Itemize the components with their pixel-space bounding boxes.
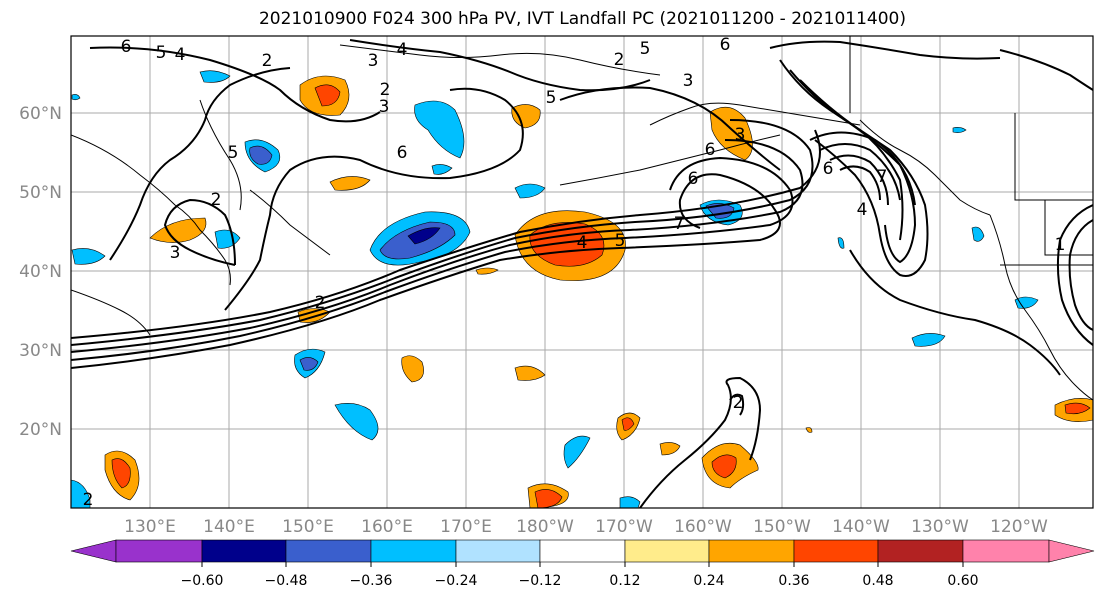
colorbar-tick-label: 0.36	[778, 573, 809, 589]
colorbar-tick-label: 0.60	[947, 573, 978, 589]
colorbar-swatch	[455, 539, 541, 563]
latitude-labels: 60°N 50°N 40°N 30°N 20°N	[19, 104, 62, 440]
lat-label-50n: 50°N	[19, 183, 62, 203]
colorbar-tick-label: −0.24	[435, 573, 478, 589]
contour-label: 7	[877, 167, 888, 187]
contour-label: 5	[228, 143, 239, 163]
lon-label: 150°E	[282, 517, 334, 537]
lat-label-30n: 30°N	[19, 341, 62, 361]
contour-label: 1	[1055, 235, 1066, 255]
contour-label: 2	[315, 293, 326, 313]
lat-label-20n: 20°N	[19, 420, 62, 440]
contour-labels: 6 5 4 2 3 4 5 6 2 3 5 2 6 2 3 5 3 6 6 7 …	[83, 35, 1066, 510]
colorbar-swatch	[70, 539, 117, 563]
colorbar-swatch	[285, 539, 372, 563]
contour-label: 2	[733, 393, 744, 413]
contour-label: 4	[577, 233, 588, 253]
map-title: 2021010900 F024 300 hPa PV, IVT Landfall…	[258, 9, 906, 29]
contour-label: 3	[379, 97, 390, 117]
colorbar-ticks	[201, 562, 964, 567]
contour-label: 3	[683, 71, 694, 91]
pv-contours	[71, 39, 1093, 508]
contour-label: 2	[262, 51, 273, 71]
lon-label: 120°W	[990, 517, 1048, 537]
contour-label: 3	[170, 243, 181, 263]
colorbar-tick-label: 0.24	[693, 573, 724, 589]
map-panel: 6 5 4 2 3 4 5 6 2 3 5 2 6 2 3 5 3 6 6 7 …	[71, 35, 1093, 510]
colorbar-tick-label: 0.12	[609, 573, 640, 589]
colorbar-tick-label: −0.36	[350, 573, 393, 589]
colorbar-tick-label: −0.48	[265, 573, 308, 589]
colorbar-swatch	[624, 539, 710, 563]
colorbar-swatch	[877, 539, 964, 563]
lon-label: 150°W	[753, 517, 811, 537]
lon-label: 140°E	[203, 517, 255, 537]
contour-label: 2	[380, 80, 391, 100]
lon-label: 160°E	[361, 517, 413, 537]
contour-label: 2	[83, 490, 94, 510]
contour-label: 6	[705, 140, 716, 160]
colorbar-swatch	[115, 539, 203, 563]
lon-label: 180°W	[516, 517, 574, 537]
contour-label: 4	[857, 200, 868, 220]
colorbar-tick-label: −0.60	[181, 573, 224, 589]
colorbar-swatch	[1048, 539, 1095, 563]
colorbar-tick-label: 0.48	[862, 573, 893, 589]
colorbar-swatch	[793, 539, 879, 563]
colorbar-swatch	[201, 539, 287, 563]
lat-label-40n: 40°N	[19, 262, 62, 282]
contour-label: 3	[735, 125, 746, 145]
contour-label: 5	[156, 43, 167, 63]
lon-label: 170°W	[595, 517, 653, 537]
contour-label: 4	[397, 40, 408, 60]
contour-label: 6	[823, 159, 834, 179]
colorbar-swatch	[708, 539, 795, 563]
colorbar-swatch	[370, 539, 457, 563]
lon-label: 140°W	[832, 517, 890, 537]
lon-label: 130°W	[911, 517, 969, 537]
lat-label-60n: 60°N	[19, 104, 62, 124]
lon-label: 160°W	[674, 517, 732, 537]
contour-label: 5	[640, 39, 651, 59]
contour-label: 4	[175, 45, 186, 65]
contour-label: 6	[121, 37, 132, 57]
colorbar	[70, 539, 1095, 563]
contour-label: 7	[674, 214, 685, 234]
contour-label: 5	[615, 231, 626, 251]
map-frame	[70, 35, 1094, 509]
lon-label: 170°E	[440, 517, 492, 537]
colorbar-labels: −0.60 −0.48 −0.36 −0.24 −0.12 0.12 0.24 …	[181, 573, 979, 589]
contour-label: 2	[614, 50, 625, 70]
lon-label: 130°E	[124, 517, 176, 537]
contour-label: 2	[211, 190, 222, 210]
gridlines	[71, 36, 1093, 508]
coastlines	[71, 36, 1093, 401]
contour-label: 3	[368, 51, 379, 71]
colorbar-swatch	[539, 539, 626, 563]
contour-label: 6	[688, 169, 699, 189]
contour-label: 6	[397, 143, 408, 163]
ivt-shading	[71, 70, 1093, 508]
contour-label: 5	[546, 88, 557, 108]
longitude-labels: 130°E 140°E 150°E 160°E 170°E 180°W 170°…	[124, 517, 1048, 537]
colorbar-tick-label: −0.12	[519, 573, 562, 589]
contour-label: 6	[720, 35, 731, 55]
colorbar-swatch	[962, 539, 1050, 563]
